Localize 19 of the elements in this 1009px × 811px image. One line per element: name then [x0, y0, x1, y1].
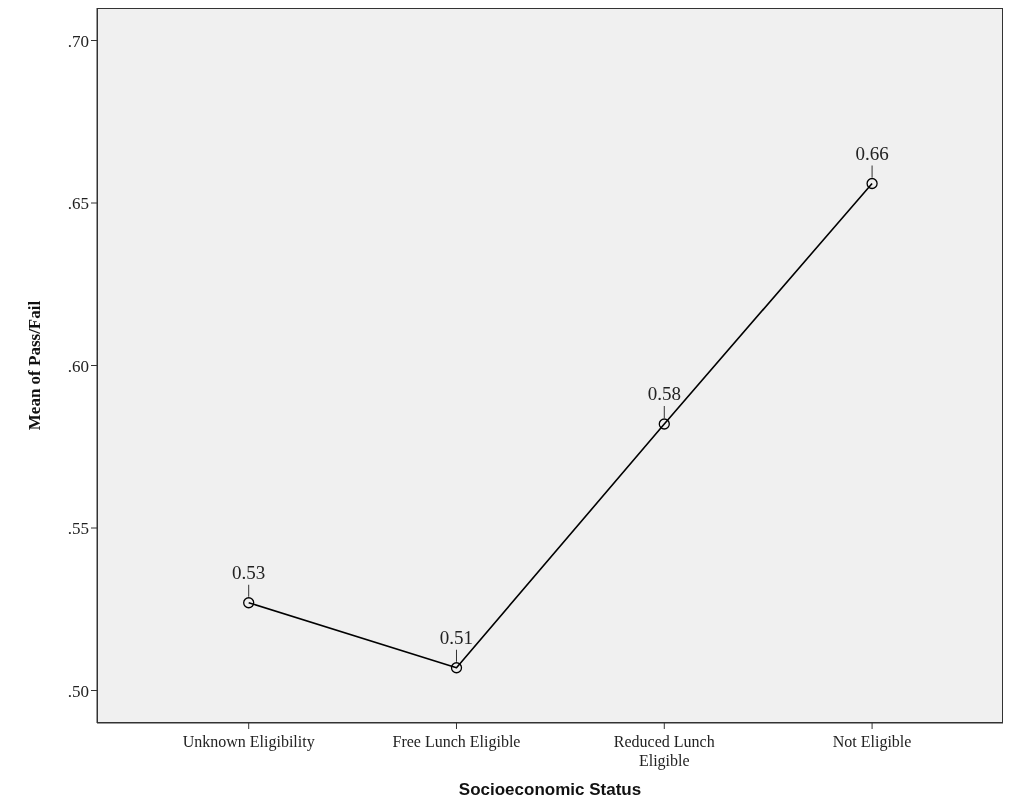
x-axis-title: Socioeconomic Status	[458, 780, 642, 799]
x-tick-label: Reduced Lunch Eligible	[613, 733, 715, 770]
data-label: 0.53	[232, 561, 266, 583]
y-tick-label: .55	[67, 519, 89, 539]
point	[658, 418, 670, 430]
y-tick-label: .70	[67, 31, 89, 51]
x-tick-label: Unknown Eligibility	[182, 733, 315, 751]
data-label: 0.66	[855, 142, 889, 164]
data-label: 0.51	[439, 626, 474, 648]
point	[243, 597, 255, 609]
point	[450, 662, 463, 674]
x-tick-label: Not Eligible	[832, 733, 912, 751]
point	[866, 177, 878, 190]
y-axis-title: Mean of Pass/Fail	[25, 300, 45, 431]
data-label: 0.58	[647, 383, 681, 404]
y-tick-label: .50	[67, 681, 89, 701]
y-tick-label: .60	[67, 356, 89, 376]
x-tick-label: Free Lunch Eligible	[392, 733, 521, 751]
y-tick-label: .65	[67, 194, 89, 214]
